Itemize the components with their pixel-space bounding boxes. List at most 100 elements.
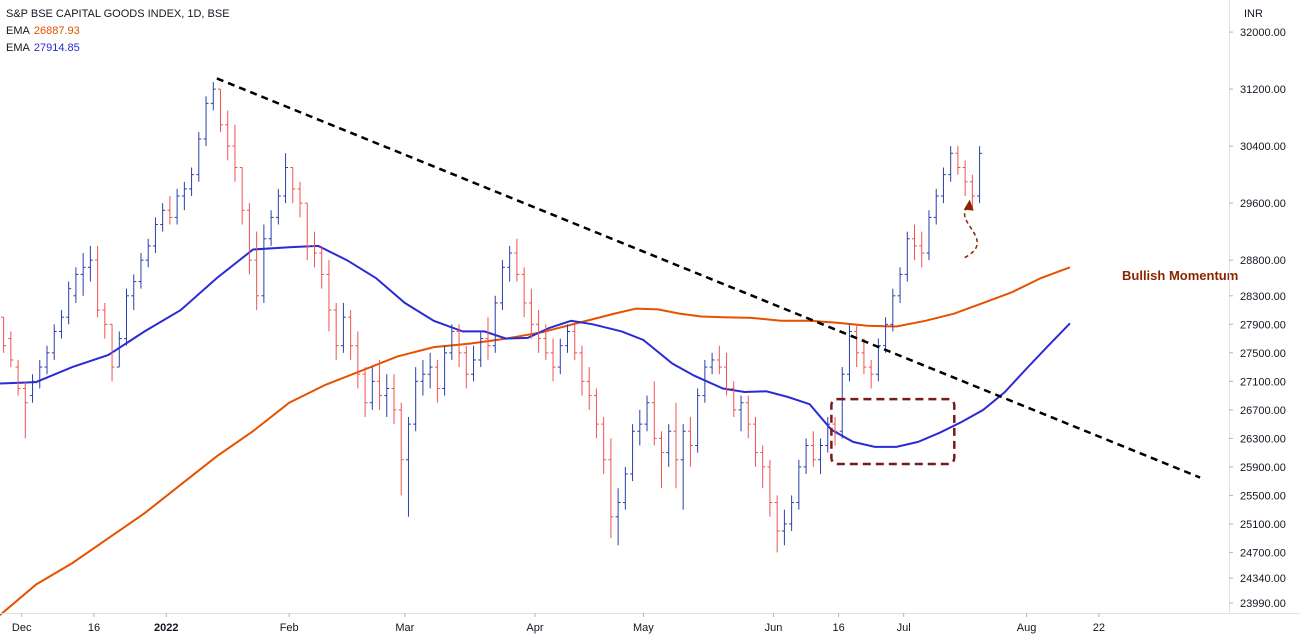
ohlc-bar[interactable]	[861, 338, 867, 375]
ohlc-bar[interactable]	[391, 374, 397, 425]
ohlc-bar[interactable]	[333, 302, 339, 360]
ohlc-bar[interactable]	[80, 253, 86, 296]
ohlc-bar[interactable]	[384, 374, 390, 417]
ohlc-bar[interactable]	[95, 245, 101, 318]
ohlc-bar[interactable]	[666, 424, 672, 467]
ohlc-bar[interactable]	[680, 424, 686, 510]
ohlc-bar[interactable]	[492, 295, 498, 353]
ohlc-bar[interactable]	[760, 445, 766, 489]
ohlc-bar[interactable]	[919, 231, 925, 268]
ohlc-bar[interactable]	[897, 267, 903, 303]
legend-ema-row-1[interactable]: EMA 26887.93	[6, 23, 230, 40]
ohlc-bar[interactable]	[557, 338, 563, 375]
ohlc-bar[interactable]	[818, 438, 824, 475]
ohlc-bar[interactable]	[44, 345, 50, 375]
ohlc-bar[interactable]	[507, 245, 513, 282]
ohlc-bar[interactable]	[868, 359, 874, 389]
ohlc-bar[interactable]	[167, 196, 173, 225]
ohlc-bar[interactable]	[651, 381, 657, 446]
ohlc-bar[interactable]	[283, 153, 289, 204]
ohlc-bar[interactable]	[839, 367, 845, 439]
ohlc-bar[interactable]	[124, 288, 130, 346]
ohlc-bar[interactable]	[622, 466, 628, 510]
ohlc-bar[interactable]	[181, 181, 187, 211]
ohlc-bar[interactable]	[145, 238, 151, 268]
ohlc-bar[interactable]	[709, 352, 715, 375]
ohlc-bar[interactable]	[774, 495, 780, 553]
ohlc-bar[interactable]	[789, 495, 795, 532]
ohlc-bar[interactable]	[311, 231, 317, 268]
ohlc-bar[interactable]	[174, 188, 180, 225]
ohlc-bar[interactable]	[22, 381, 28, 439]
legend-ema-row-2[interactable]: EMA 27914.85	[6, 40, 230, 57]
ohlc-bar[interactable]	[398, 402, 404, 496]
ohlc-bar[interactable]	[442, 345, 448, 396]
ohlc-bar[interactable]	[955, 146, 961, 175]
ohlc-bar[interactable]	[261, 224, 267, 303]
ohlc-bar[interactable]	[977, 146, 983, 204]
breakout-box[interactable]	[830, 397, 956, 466]
ohlc-bar[interactable]	[695, 388, 701, 453]
ohlc-bar[interactable]	[565, 324, 571, 353]
ohlc-bar[interactable]	[225, 110, 231, 161]
ohlc-bar[interactable]	[716, 345, 722, 375]
ohlc-bar[interactable]	[499, 260, 505, 311]
ohlc-bar[interactable]	[297, 181, 303, 218]
ohlc-bar[interactable]	[883, 317, 889, 353]
ohlc-bar[interactable]	[702, 359, 708, 403]
ohlc-bar[interactable]	[449, 324, 455, 360]
ohlc-bar[interactable]	[962, 160, 968, 197]
ohlc-bar[interactable]	[116, 331, 122, 368]
ohlc-bar[interactable]	[268, 210, 274, 246]
ohlc-bar[interactable]	[550, 338, 556, 382]
ohlc-bar[interactable]	[196, 131, 202, 182]
ohlc-bar[interactable]	[355, 331, 361, 389]
ohlc-bar[interactable]	[471, 345, 477, 382]
ohlc-bar[interactable]	[427, 352, 433, 389]
ohlc-bar[interactable]	[810, 431, 816, 467]
ohlc-bar[interactable]	[478, 331, 484, 368]
ohlc-bar[interactable]	[731, 381, 737, 417]
ohlc-bar[interactable]	[109, 323, 115, 382]
ohlc-bar[interactable]	[890, 288, 896, 332]
ohlc-bar[interactable]	[152, 217, 158, 254]
ohlc-bar[interactable]	[615, 488, 621, 546]
ohlc-bar[interactable]	[290, 167, 296, 204]
ohlc-bar[interactable]	[846, 324, 852, 382]
ohlc-bar[interactable]	[362, 367, 368, 417]
ohlc-bar[interactable]	[304, 202, 310, 261]
ohlc-bar[interactable]	[572, 324, 578, 360]
downtrend-line[interactable]	[216, 77, 1201, 479]
ohlc-bar[interactable]	[138, 253, 144, 289]
ohlc-bar[interactable]	[912, 224, 918, 261]
ohlc-bar[interactable]	[87, 245, 93, 282]
ohlc-bar[interactable]	[940, 167, 946, 204]
ohlc-bar[interactable]	[73, 267, 79, 303]
ohlc-bar[interactable]	[904, 231, 910, 282]
ohlc-bar[interactable]	[239, 167, 245, 225]
ohlc-bar[interactable]	[630, 424, 636, 482]
ohlc-bar[interactable]	[254, 231, 260, 311]
ohlc-bar[interactable]	[340, 302, 346, 353]
ohlc-bar[interactable]	[246, 203, 252, 275]
y-axis[interactable]: INR 32000.00 31200.00 30400.00 29600.00 28800…	[1229, 8, 1286, 610]
x-axis[interactable]: Dec 16 2022 Feb Mar Apr May Jun 16 Jul Aug 22	[12, 613, 1105, 634]
ohlc-bar[interactable]	[456, 324, 462, 368]
ohlc-bar[interactable]	[724, 352, 730, 396]
ohlc-bar[interactable]	[275, 188, 281, 225]
ohlc-bar[interactable]	[160, 203, 166, 232]
ohlc-bar[interactable]	[687, 416, 693, 467]
ohlc-bar[interactable]	[933, 188, 939, 225]
ohlc-bar[interactable]	[405, 416, 411, 517]
ohlc-bar[interactable]	[637, 409, 643, 446]
ohlc-bar[interactable]	[543, 324, 549, 360]
ohlc-bar[interactable]	[608, 438, 614, 539]
ohlc-bar[interactable]	[51, 324, 57, 360]
ohlc-bar[interactable]	[58, 310, 64, 339]
ohlc-bar[interactable]	[644, 395, 650, 432]
ohlc-bar[interactable]	[803, 438, 809, 475]
ohlc-bar[interactable]	[420, 359, 426, 396]
ohlc-bar[interactable]	[521, 267, 527, 318]
ohlc-bar[interactable]	[102, 302, 108, 339]
ohlc-bar[interactable]	[514, 238, 520, 282]
